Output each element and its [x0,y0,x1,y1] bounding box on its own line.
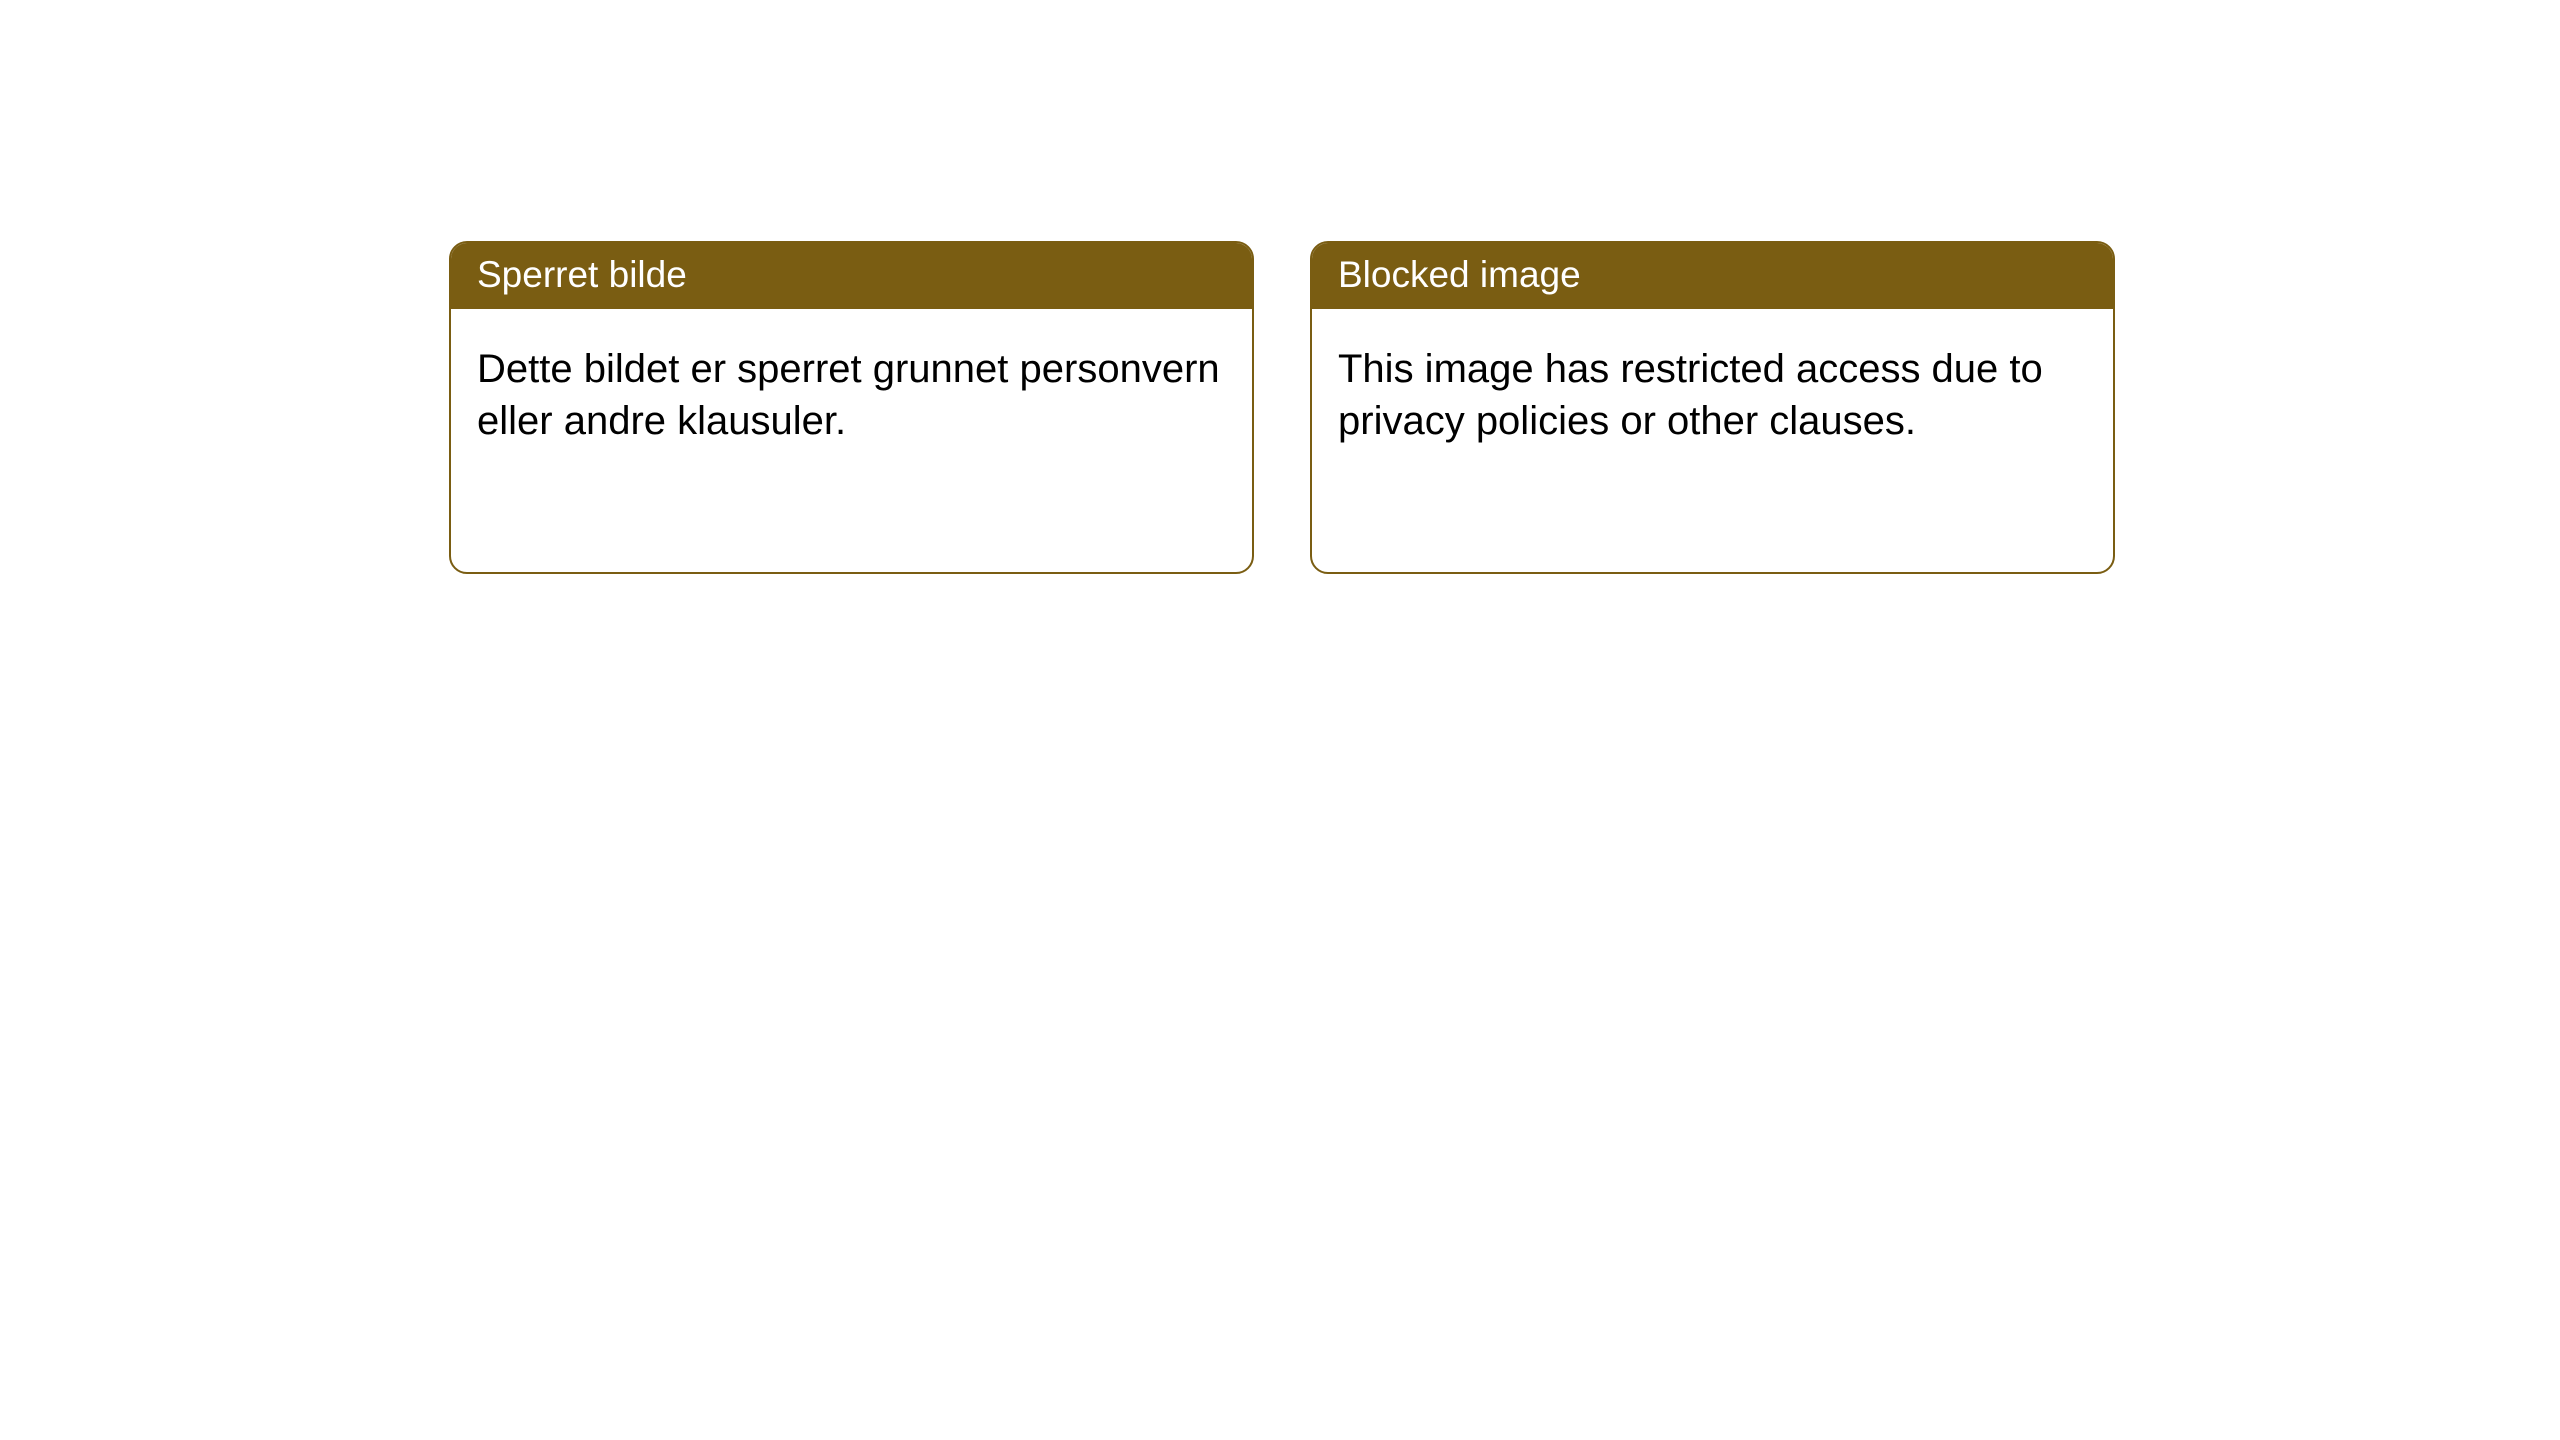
notice-card-english: Blocked image This image has restricted … [1310,241,2115,574]
notice-body: This image has restricted access due to … [1312,309,2113,481]
notice-header: Sperret bilde [451,243,1252,309]
notice-card-norwegian: Sperret bilde Dette bildet er sperret gr… [449,241,1254,574]
notice-body: Dette bildet er sperret grunnet personve… [451,309,1252,481]
notice-header: Blocked image [1312,243,2113,309]
notice-container: Sperret bilde Dette bildet er sperret gr… [449,241,2115,574]
